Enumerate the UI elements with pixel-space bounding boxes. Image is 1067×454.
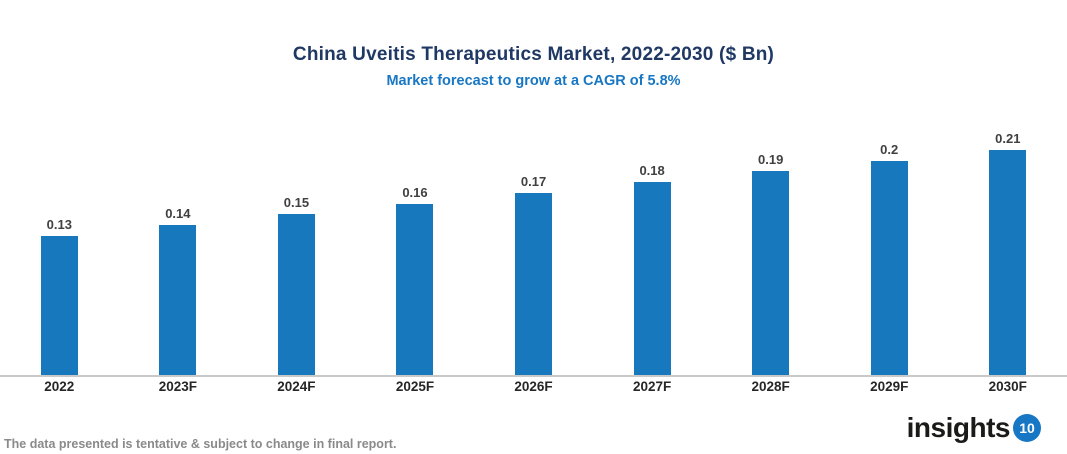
x-axis-label: 2027F bbox=[632, 379, 672, 394]
x-axis-label: 2029F bbox=[870, 379, 909, 394]
bar bbox=[515, 193, 553, 375]
bar-column: 0.16 bbox=[356, 0, 475, 375]
logo-text: insights bbox=[906, 412, 1011, 443]
x-axis-label: 2026F bbox=[514, 379, 553, 394]
x-axis-label: 2022 bbox=[44, 379, 75, 394]
x-axis-label: 2030F bbox=[988, 379, 1027, 394]
bar-value-label: 0.15 bbox=[283, 195, 310, 210]
bar-column: 0.19 bbox=[711, 0, 830, 375]
bar-column: 0.2 bbox=[830, 0, 949, 375]
bar-value-label: 0.19 bbox=[758, 152, 784, 167]
bar-value-label: 0.18 bbox=[639, 163, 665, 178]
disclaimer-text: The data presented is tentative & subjec… bbox=[4, 437, 397, 451]
bar bbox=[159, 225, 197, 375]
chart-title: China Uveitis Therapeutics Market, 2022-… bbox=[292, 44, 775, 65]
x-axis-label: 2023F bbox=[158, 379, 197, 394]
chart-header: China Uveitis Therapeutics Market, 2022-… bbox=[0, 44, 1067, 89]
chart-subtitle: Market forecast to grow at a CAGR of 5.8… bbox=[386, 73, 681, 89]
bar-value-label: 0.17 bbox=[520, 174, 547, 189]
insights10-logo: insights 10 bbox=[907, 412, 1041, 444]
bar-column: 0.14 bbox=[119, 0, 238, 375]
x-axis-label: 2024F bbox=[277, 379, 316, 394]
bar-value-label: 0.2 bbox=[880, 142, 899, 157]
bar bbox=[40, 236, 78, 375]
x-axis-label: 2025F bbox=[395, 379, 435, 394]
bar bbox=[989, 150, 1027, 375]
bar bbox=[277, 214, 315, 375]
bar bbox=[396, 204, 434, 375]
logo-number-badge: 10 bbox=[1013, 414, 1041, 442]
bar-column: 0.17 bbox=[474, 0, 593, 375]
bar-column: 0.18 bbox=[593, 0, 712, 375]
bar-value-label: 0.14 bbox=[165, 206, 191, 221]
bar-column: 0.13 bbox=[0, 0, 119, 375]
bar bbox=[870, 161, 908, 375]
bar bbox=[752, 171, 790, 375]
x-axis-line bbox=[0, 375, 1067, 377]
x-axis-labels: 2022 2023F 2024F 2025F 2026F 2027F 2028F 2029F 2… bbox=[0, 379, 1067, 394]
x-axis-label: 2028F bbox=[751, 379, 790, 394]
bar-chart-plot-area: 0.13 0.14 0.15 0.16 0.17 0.18 0.19 0.2 0.21 bbox=[0, 0, 1067, 377]
bar-value-label: 0.16 bbox=[402, 185, 428, 200]
bar-value-label: 0.13 bbox=[46, 217, 72, 232]
bar-value-label: 0.21 bbox=[995, 131, 1021, 146]
bar bbox=[633, 182, 671, 375]
bar-column: 0.15 bbox=[237, 0, 356, 375]
bar-column: 0.21 bbox=[949, 0, 1067, 375]
bars-row: 0.13 0.14 0.15 0.16 0.17 0.18 0.19 0.2 0.21 bbox=[0, 0, 1067, 375]
